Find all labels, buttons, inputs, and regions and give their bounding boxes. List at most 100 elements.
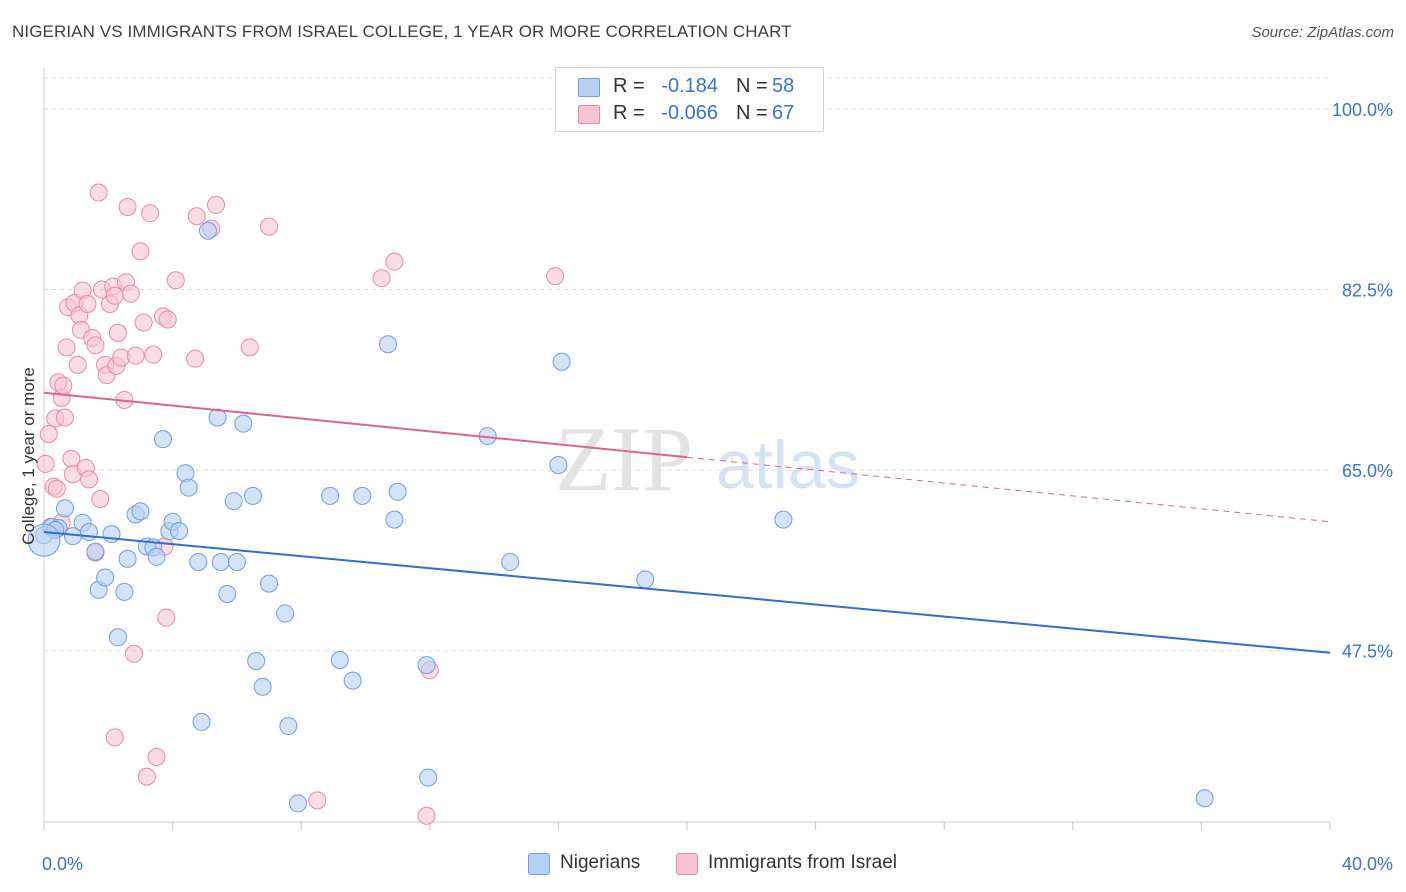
nigerian-point bbox=[253, 677, 272, 696]
israel-point bbox=[55, 408, 74, 427]
israel-point bbox=[89, 183, 108, 202]
nigerian-point bbox=[80, 523, 99, 542]
nigerian-point bbox=[552, 352, 571, 371]
correlation-legend: R = -0.184 N = 58 R = -0.066 N = 67 bbox=[555, 67, 824, 132]
watermark-atlas: atlas bbox=[716, 427, 860, 503]
r-label: R = bbox=[613, 102, 645, 124]
nigerian-point bbox=[218, 584, 237, 603]
israel-point bbox=[308, 791, 327, 810]
israel-point bbox=[141, 204, 160, 223]
israel-point bbox=[57, 338, 76, 357]
israel-point bbox=[186, 349, 205, 368]
israel-point bbox=[91, 490, 110, 509]
israel-trend-solid bbox=[43, 391, 688, 459]
nigerian-point bbox=[153, 430, 172, 449]
israel-point bbox=[86, 336, 105, 355]
israel-point bbox=[417, 806, 436, 825]
nigerian-point bbox=[115, 582, 134, 601]
nigerian-point bbox=[179, 478, 198, 497]
israel-point bbox=[121, 284, 140, 303]
nigerians-legend-swatch bbox=[528, 853, 550, 875]
nigerian-point bbox=[224, 492, 243, 511]
israel-point bbox=[54, 376, 73, 395]
source-label: Source: ZipAtlas.com bbox=[1251, 24, 1394, 41]
israel-point bbox=[39, 425, 58, 444]
r-label: R = bbox=[613, 75, 645, 97]
nigerian-point bbox=[192, 712, 211, 731]
nigerian-point bbox=[636, 570, 655, 589]
israel-point bbox=[62, 449, 81, 468]
nigerian-point bbox=[189, 552, 208, 571]
nigerian-point bbox=[385, 510, 404, 529]
israel-n-value: 67 bbox=[772, 102, 795, 124]
israel-point bbox=[144, 345, 163, 364]
nigerian-point bbox=[86, 542, 105, 561]
nigerian-point bbox=[276, 604, 295, 623]
israel-point bbox=[80, 470, 99, 489]
nigerian-point bbox=[247, 652, 266, 671]
nigerian-point bbox=[549, 455, 568, 474]
israel-point bbox=[126, 346, 145, 365]
x-tick-label: 40.0% bbox=[1342, 854, 1393, 874]
axes bbox=[43, 68, 1331, 830]
trend-lines bbox=[43, 391, 1331, 654]
nigerian-point bbox=[131, 502, 150, 521]
nigerian-point bbox=[118, 549, 137, 568]
nigerian-point bbox=[321, 486, 340, 505]
israel-point bbox=[187, 207, 206, 226]
israel-point bbox=[207, 195, 226, 214]
y-axis-label: College, 1 year or more bbox=[19, 367, 38, 545]
x-tick-label: 0.0% bbox=[42, 854, 83, 874]
nigerian-point bbox=[288, 794, 307, 813]
nigerian-point bbox=[279, 717, 298, 736]
nigerian-point bbox=[417, 656, 436, 675]
chart-title: NIGERIAN VS IMMIGRANTS FROM ISRAEL COLLE… bbox=[12, 22, 792, 41]
israel-legend-label: Immigrants from Israel bbox=[708, 852, 897, 873]
israel-point bbox=[372, 269, 391, 288]
nigerian-point bbox=[198, 221, 217, 240]
israel-points bbox=[36, 183, 565, 825]
nigerians-r-value: -0.184 bbox=[661, 75, 718, 97]
israel-point bbox=[166, 271, 185, 290]
israel-point bbox=[78, 294, 97, 313]
nigerian-point bbox=[501, 552, 520, 571]
israel-point bbox=[385, 252, 404, 271]
nigerian-point bbox=[102, 525, 121, 544]
y-tick-label: 100.0% bbox=[1332, 100, 1393, 120]
nigerian-point bbox=[234, 414, 253, 433]
israel-point bbox=[157, 608, 176, 627]
israel-point bbox=[118, 197, 137, 216]
israel-legend-swatch bbox=[676, 853, 698, 875]
nigerians-points bbox=[27, 221, 1214, 813]
israel-point bbox=[546, 267, 565, 286]
israel-point bbox=[108, 323, 127, 342]
israel-point bbox=[105, 286, 124, 305]
y-tick-label: 82.5% bbox=[1342, 281, 1393, 301]
nigerian-point bbox=[55, 499, 74, 518]
israel-point bbox=[240, 338, 259, 357]
israel-point bbox=[134, 313, 153, 332]
israel-point bbox=[47, 479, 66, 498]
nigerian-point bbox=[343, 671, 362, 690]
israel-swatch bbox=[578, 105, 600, 124]
nigerians-legend-label: Nigerians bbox=[560, 852, 641, 873]
israel-point bbox=[105, 728, 124, 747]
nigerian-point bbox=[353, 486, 372, 505]
israel-point bbox=[131, 242, 150, 261]
israel-point bbox=[260, 217, 279, 236]
israel-r-value: -0.066 bbox=[661, 102, 718, 124]
y-tick-label: 47.5% bbox=[1342, 642, 1393, 662]
nigerian-point bbox=[243, 486, 262, 505]
nigerian-point bbox=[208, 408, 227, 427]
nigerian-point bbox=[147, 547, 166, 566]
n-label: N = bbox=[736, 75, 768, 97]
nigerian-point bbox=[1195, 789, 1214, 808]
israel-point bbox=[36, 454, 55, 473]
nigerian-point bbox=[227, 552, 246, 571]
nigerian-point bbox=[108, 628, 127, 647]
nigerians-trend-solid bbox=[43, 531, 1331, 654]
nigerian-point bbox=[170, 522, 189, 541]
n-label: N = bbox=[736, 102, 768, 124]
nigerian-point bbox=[211, 552, 230, 571]
